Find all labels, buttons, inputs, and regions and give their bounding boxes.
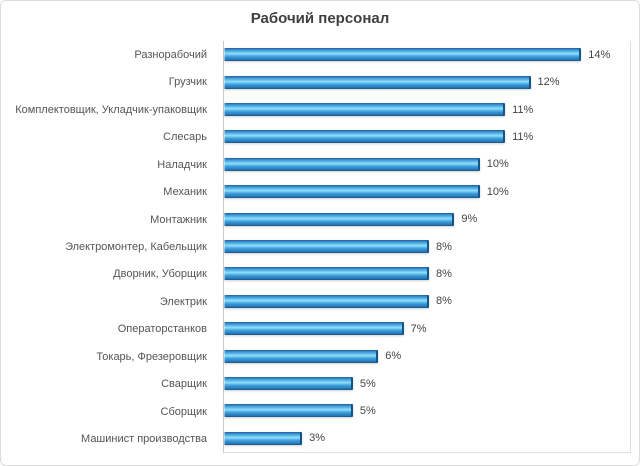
bar bbox=[224, 212, 455, 226]
chart-row: 11% bbox=[224, 123, 630, 150]
value-label: 3% bbox=[309, 432, 326, 445]
bar bbox=[224, 240, 429, 254]
category-label: Монтажник bbox=[150, 213, 207, 226]
value-label: 8% bbox=[436, 240, 452, 253]
bar bbox=[224, 48, 582, 62]
category-label: Наладчик bbox=[157, 158, 207, 171]
category-label: Комплектовщик, Укладчик-упаковщик bbox=[15, 103, 207, 116]
category-label: Электромонтер, Кабельщик bbox=[65, 241, 207, 254]
category-label: Операторстанков bbox=[117, 323, 207, 336]
category-label: Сборщик bbox=[160, 405, 208, 418]
category-label: Грузчик bbox=[168, 76, 207, 89]
value-label: 10% bbox=[486, 185, 509, 198]
chart-row: 8% bbox=[224, 260, 630, 287]
chart-row: 5% bbox=[224, 370, 630, 397]
chart-row: 10% bbox=[224, 151, 630, 178]
value-label: 8% bbox=[436, 267, 452, 280]
chart-row: 7% bbox=[224, 315, 630, 342]
bar bbox=[224, 185, 480, 199]
category-label: Сварщик bbox=[161, 378, 207, 391]
value-label: 11% bbox=[512, 130, 534, 143]
category-label: Разнорабочий bbox=[134, 48, 207, 61]
bar bbox=[224, 103, 506, 117]
value-label: 5% bbox=[359, 404, 376, 417]
category-label: Электрик bbox=[159, 295, 207, 308]
bar bbox=[224, 157, 480, 171]
bar bbox=[224, 294, 429, 308]
value-label: 11% bbox=[512, 103, 534, 116]
value-label: 12% bbox=[537, 76, 560, 89]
chart-title: Рабочий персонал bbox=[250, 10, 390, 27]
chart-row: 5% bbox=[224, 397, 630, 424]
chart-row: 8% bbox=[224, 288, 630, 315]
category-label: Машинист производства bbox=[81, 433, 207, 446]
bar bbox=[224, 267, 429, 281]
value-label: 14% bbox=[588, 48, 611, 61]
bar bbox=[224, 349, 379, 363]
value-label: 8% bbox=[436, 295, 452, 308]
bar bbox=[224, 404, 353, 418]
bar bbox=[224, 377, 353, 391]
chart-row: 3% bbox=[224, 425, 630, 452]
bar bbox=[224, 322, 404, 336]
chart-row: 14% bbox=[224, 41, 630, 68]
category-label: Токарь, Фрезеровщик bbox=[96, 350, 207, 363]
value-label: 7% bbox=[410, 322, 427, 335]
category-label: Дворник, Уборщик bbox=[113, 268, 207, 281]
bar bbox=[224, 130, 506, 144]
chart-row: 10% bbox=[224, 178, 630, 205]
value-label: 10% bbox=[486, 158, 509, 171]
bar bbox=[224, 75, 531, 89]
value-label: 9% bbox=[461, 213, 478, 226]
category-label: Слесарь bbox=[163, 131, 207, 144]
category-label: Механик bbox=[163, 186, 207, 199]
chart-row: 12% bbox=[224, 68, 630, 95]
chart-row: 11% bbox=[224, 96, 630, 123]
bar bbox=[224, 431, 303, 445]
chart-row: 9% bbox=[224, 205, 630, 232]
chart-row: 6% bbox=[224, 342, 630, 369]
value-label: 5% bbox=[359, 377, 376, 390]
chart-row: 8% bbox=[224, 233, 630, 260]
category-axis: Разнорабочий Грузчик Комплектовщик, Укладч… bbox=[1, 41, 215, 453]
plot-area: 14% 12% 11% 11% 10% 10% 9% 8% 8% 8% 7% 6% 5% 5% 3% bbox=[223, 41, 631, 453]
value-label: 6% bbox=[385, 350, 402, 363]
